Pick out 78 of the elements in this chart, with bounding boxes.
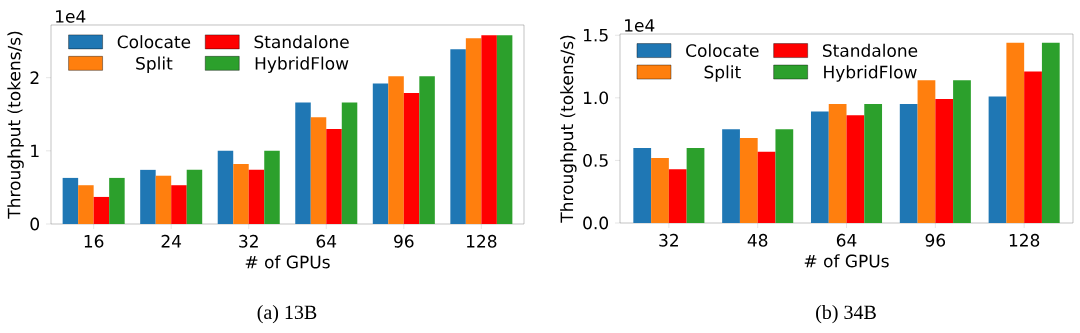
y-axis-title: Throughput (tokens/s) xyxy=(560,35,577,223)
legend-label: HybridFlow xyxy=(824,65,917,82)
bar xyxy=(326,128,342,224)
bar xyxy=(810,111,829,223)
bar xyxy=(633,147,652,223)
bar xyxy=(1024,71,1042,223)
bar xyxy=(93,196,110,224)
bar xyxy=(450,49,466,224)
bar xyxy=(828,104,847,223)
bar xyxy=(988,96,1007,223)
bar xyxy=(78,185,94,224)
legend-label: HybridFlow xyxy=(255,56,349,74)
legend-label: Split xyxy=(704,65,741,82)
bar xyxy=(899,104,918,223)
x-tick-label: 32 xyxy=(659,233,678,247)
bar xyxy=(295,102,311,224)
bar xyxy=(310,117,327,224)
bar xyxy=(686,147,705,223)
x-tick-label: 64 xyxy=(836,233,857,247)
bar xyxy=(248,169,265,224)
y-tick-label: 1.0 xyxy=(583,91,609,105)
bar xyxy=(722,129,740,223)
x-tick-label: 128 xyxy=(467,234,497,248)
text: (b) 34B xyxy=(816,305,876,324)
legend-label: Standalone xyxy=(254,35,349,49)
text: (a) 13B xyxy=(257,305,317,324)
y-tick-label: 2 xyxy=(30,71,39,84)
bar xyxy=(651,157,669,223)
x-tick-label: 128 xyxy=(1009,233,1040,247)
legend-label: Split xyxy=(136,56,173,74)
bar xyxy=(481,35,497,224)
bar xyxy=(341,102,358,224)
bar xyxy=(171,185,187,224)
bar xyxy=(953,80,971,223)
x-tick-label: 96 xyxy=(394,234,414,248)
bar xyxy=(264,150,280,224)
bar xyxy=(739,137,758,223)
legend-label: Colocate xyxy=(117,35,191,49)
x-axis-title: # of GPUs xyxy=(245,255,330,269)
bar xyxy=(388,76,404,224)
bar xyxy=(233,164,249,224)
x-tick-label: 48 xyxy=(747,233,768,247)
text: 1e4 xyxy=(56,10,86,23)
bar xyxy=(935,99,954,223)
bar xyxy=(186,169,203,224)
x-tick-label: 32 xyxy=(239,234,258,248)
bar xyxy=(155,175,172,224)
bar xyxy=(372,83,389,224)
bar xyxy=(140,169,156,224)
y-tick-label: 1 xyxy=(31,144,39,158)
y-tick-label: 0.0 xyxy=(583,216,609,230)
bar xyxy=(668,169,687,223)
bar xyxy=(775,129,794,223)
bar xyxy=(864,104,883,223)
x-tick-label: 64 xyxy=(316,234,337,248)
legend-label: Colocate xyxy=(686,43,759,58)
y-axis-title: Throughput (tokens/s) xyxy=(7,31,24,219)
x-tick-label: 96 xyxy=(925,233,946,247)
bar xyxy=(917,80,936,223)
bar xyxy=(846,115,865,223)
text: 1e4 xyxy=(625,19,655,32)
x-tick-label: 16 xyxy=(84,234,104,248)
bar xyxy=(62,177,79,224)
bar xyxy=(757,151,776,223)
bar xyxy=(465,38,482,224)
bar xyxy=(496,35,513,224)
x-axis-title: # of GPUs xyxy=(804,254,889,268)
x-tick-label: 24 xyxy=(161,234,182,248)
bar xyxy=(217,150,234,224)
bar xyxy=(1041,42,1060,223)
bar xyxy=(1006,42,1025,223)
y-tick-label: 0.5 xyxy=(583,153,608,167)
bar xyxy=(403,93,420,224)
legend-label: Standalone xyxy=(822,43,918,58)
bar xyxy=(109,177,125,224)
bar xyxy=(419,76,435,224)
y-tick-label: 1.5 xyxy=(583,28,608,42)
y-tick-label: 0 xyxy=(30,217,40,231)
